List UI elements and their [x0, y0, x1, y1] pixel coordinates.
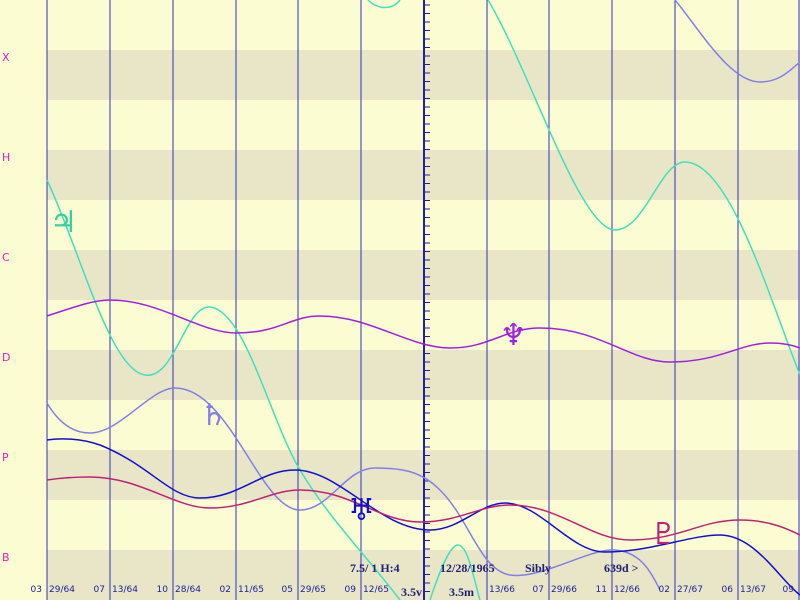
row-label: D	[2, 351, 10, 364]
day-label: 06	[722, 585, 734, 595]
row-label: H	[2, 151, 10, 164]
system: Sibly	[525, 561, 551, 575]
date-axis: 03 29/64 07 13/64 10 28/64 02 11/65 05 29/65 09 12/…	[31, 585, 795, 595]
day-label: 07	[94, 585, 105, 595]
day-label: 02	[659, 585, 670, 595]
row-label: X	[2, 51, 10, 64]
jupiter-glyph: ♃	[50, 205, 77, 240]
ratio: 7.5/ 1 H:4	[350, 561, 400, 575]
grid-lines	[46, 0, 800, 600]
cursor-ticks	[424, 4, 430, 592]
date-label: 28/64	[175, 585, 201, 595]
day-label: 05	[282, 585, 293, 595]
row-label: P	[2, 451, 9, 464]
day-label: 02	[220, 585, 231, 595]
date-label: 29/65	[300, 585, 326, 595]
date-label: 12/65	[363, 585, 389, 595]
date-label: 27/67	[677, 585, 703, 595]
neptune-glyph: ♆	[500, 318, 527, 353]
date-label: 12/66	[614, 585, 640, 595]
day-label: 09	[783, 585, 795, 595]
day-label: 11	[596, 585, 607, 595]
date-label: 13/67	[740, 585, 766, 595]
day-label: 03	[31, 585, 42, 595]
date-label: 13/66	[489, 585, 515, 595]
date-label: 29/66	[551, 585, 577, 595]
row-label: B	[2, 551, 10, 564]
venus-speed: 3.5v	[401, 585, 422, 599]
day-label: 07	[533, 585, 544, 595]
date-label: 29/64	[49, 585, 75, 595]
row-labels: X H C D P B	[2, 51, 10, 564]
pluto-glyph: ♇	[650, 517, 677, 552]
span: 639d >	[604, 561, 639, 575]
date: 12/28/1965	[440, 561, 495, 575]
uranus-glyph: ♅	[348, 493, 375, 528]
date-label: 13/64	[112, 585, 138, 595]
date-label: 11/65	[238, 585, 264, 595]
saturn-glyph: ♄	[200, 398, 227, 433]
day-label: 10	[157, 585, 169, 595]
curves	[46, 0, 800, 600]
day-label: 09	[345, 585, 357, 595]
mars-speed: 3.5m	[449, 585, 474, 599]
row-label: C	[2, 251, 10, 264]
